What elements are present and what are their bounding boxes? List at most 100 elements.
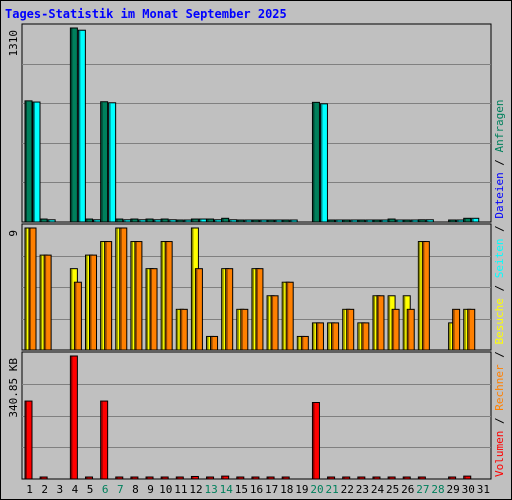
bar-shade-anfragen-day-20: [312, 102, 315, 222]
bar-shade-seiten-day-5: [94, 220, 96, 222]
bar-shade-seiten-day-25: [396, 220, 399, 222]
bar-shade-anfragen-day-23: [358, 220, 360, 222]
x-tick-day-27: 27: [416, 483, 429, 496]
legend-segment-10: Anfragen: [493, 99, 506, 152]
bar-rechner-day-17: [270, 295, 279, 351]
bar-shade-besuche-day-5: [86, 255, 88, 350]
bar-shade-anfragen-day-6: [101, 102, 103, 222]
legend-segment-0: Volumen: [493, 431, 506, 477]
bar-shade-anfragen-day-27: [418, 220, 421, 222]
bar-anfragen-day-9: [145, 218, 154, 223]
bar-rechner-day-29: [452, 308, 461, 351]
bar-shade-rechner-day-25: [392, 309, 395, 350]
bar-anfragen-day-12: [190, 218, 199, 223]
bar-shade-seiten-day-26: [411, 220, 414, 222]
bar-rechner-day-21: [331, 322, 340, 351]
bar-shade-anfragen-day-21: [328, 220, 330, 222]
x-tick-day-23: 23: [356, 483, 369, 496]
bar-rechner-day-18: [285, 281, 294, 351]
bar-shade-seiten-day-13: [215, 220, 217, 222]
bar-shade-rechner-day-20: [316, 323, 319, 350]
bar-shade-rechner-day-5: [90, 255, 92, 350]
bar-shade-volumen-day-5: [86, 477, 88, 479]
bar-shade-anfragen-day-7: [116, 219, 118, 222]
bar-shade-besuche-day-26: [403, 296, 406, 350]
bar-shade-seiten-day-16: [260, 220, 262, 222]
bar-anfragen-day-26: [402, 219, 411, 223]
bar-shade-besuche-day-13: [207, 336, 209, 350]
bar-shade-rechner-day-8: [135, 242, 137, 350]
bar-shade-seiten-day-17: [275, 220, 278, 222]
x-tick-day-19: 19: [295, 483, 308, 496]
bar-volumen-day-2: [39, 476, 48, 480]
bar-volumen-day-30: [463, 475, 472, 480]
bar-shade-rechner-day-15: [241, 309, 243, 350]
bar-shade-volumen-day-4: [70, 356, 73, 479]
bar-anfragen-day-14: [221, 217, 230, 223]
bar-shade-volumen-day-7: [116, 477, 118, 479]
bar-anfragen-day-20: [311, 101, 320, 223]
bar-shade-volumen-day-17: [267, 477, 270, 479]
bar-rechner-day-8: [134, 241, 143, 351]
bar-shade-anfragen-day-4: [70, 28, 73, 222]
x-tick-day-20: 20: [310, 483, 323, 496]
x-tick-day-2: 2: [41, 483, 48, 496]
panel-volume-area: [21, 351, 492, 480]
bar-shade-besuche-day-8: [131, 242, 133, 350]
x-tick-day-7: 7: [117, 483, 124, 496]
bar-rechner-day-13: [210, 335, 219, 351]
bar-shade-besuche-day-14: [222, 269, 224, 350]
bar-anfragen-day-15: [236, 219, 245, 223]
bar-shade-volumen-day-27: [418, 477, 421, 479]
bar-shade-volumen-day-20: [312, 402, 315, 479]
x-tick-day-18: 18: [280, 483, 293, 496]
bar-anfragen-day-24: [372, 219, 381, 223]
bar-anfragen-day-29: [448, 219, 457, 223]
bar-shade-volumen-day-2: [40, 477, 43, 479]
bar-volumen-day-5: [85, 476, 94, 480]
bar-anfragen-day-11: [175, 219, 184, 223]
bar-shade-rechner-day-22: [347, 309, 349, 350]
bar-shade-seiten-day-24: [381, 220, 383, 222]
bar-rechner-day-5: [89, 254, 98, 351]
bar-volumen-day-26: [402, 476, 411, 480]
y-max-label-visits: 9: [7, 230, 20, 237]
bar-shade-rechner-day-9: [150, 269, 153, 350]
legend-segment-4: Besuche: [493, 298, 506, 344]
x-tick-day-17: 17: [265, 483, 278, 496]
bar-shade-seiten-day-8: [139, 220, 141, 222]
bar-anfragen-day-22: [342, 219, 351, 223]
bar-rechner-day-23: [361, 322, 370, 351]
bar-rechner-day-19: [300, 335, 309, 351]
x-tick-day-13: 13: [204, 483, 217, 496]
bar-shade-volumen-day-29: [449, 477, 451, 479]
bar-shade-besuche-day-6: [101, 242, 103, 350]
x-tick-day-16: 16: [250, 483, 263, 496]
legend-right: Volumen / Rechner / Besuche / Seiten / D…: [493, 99, 506, 477]
bar-volumen-day-27: [417, 476, 426, 480]
bar-shade-besuche-day-24: [373, 296, 375, 350]
bar-shade-volumen-day-12: [191, 476, 194, 479]
bar-shade-rechner-day-10: [165, 242, 168, 350]
bar-anfragen-day-6: [100, 101, 109, 223]
bar-shade-rechner-day-14: [226, 269, 228, 350]
bar-shade-volumen-day-1: [25, 401, 27, 479]
bar-anfragen-day-23: [357, 219, 366, 223]
bar-shade-seiten-day-2: [48, 220, 51, 222]
bar-anfragen-day-8: [130, 218, 139, 223]
legend-segment-2: Rechner: [493, 364, 506, 411]
bar-rechner-day-4: [73, 281, 82, 351]
bar-shade-volumen-day-8: [131, 477, 133, 479]
bar-shade-volumen-day-16: [252, 477, 254, 479]
bar-shade-besuche-day-15: [237, 309, 239, 350]
x-tick-day-8: 8: [132, 483, 139, 496]
legend-segment-7: /: [493, 219, 506, 239]
bar-volumen-day-25: [387, 476, 396, 480]
bar-shade-seiten-day-15: [245, 220, 247, 222]
bar-shade-anfragen-day-17: [267, 220, 270, 222]
bar-volumen-day-1: [24, 400, 33, 480]
bar-shade-seiten-day-14: [230, 220, 232, 222]
bar-shade-besuche-day-18: [282, 282, 285, 350]
bar-shade-besuche-day-2: [40, 255, 43, 350]
